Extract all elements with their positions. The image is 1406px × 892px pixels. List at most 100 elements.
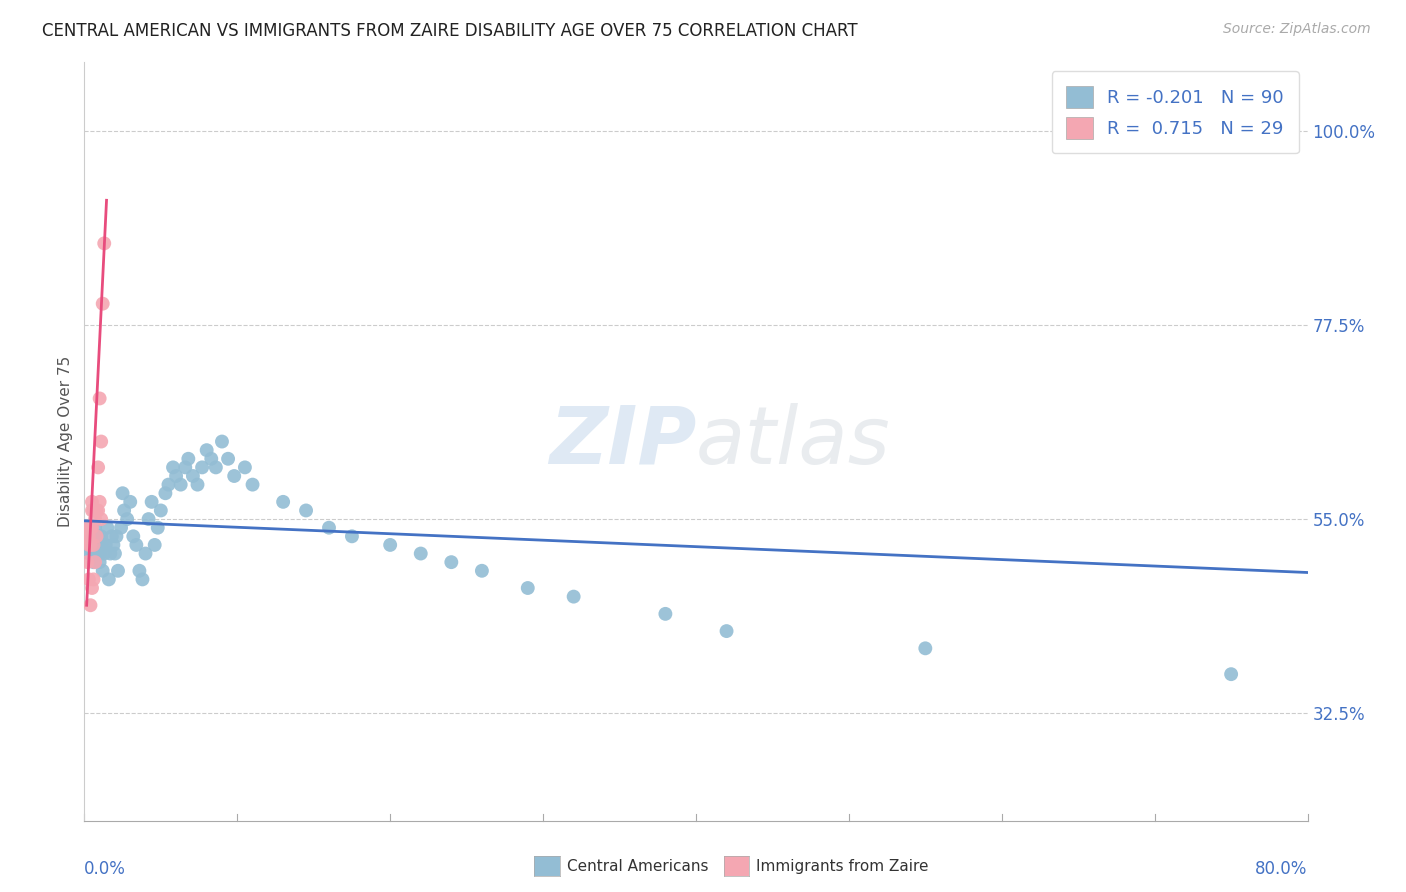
- Point: [83, 547, 105, 561]
- Point: [115, 512, 138, 526]
- Point: [77, 529, 100, 543]
- Point: [181, 469, 204, 483]
- Point: [654, 607, 676, 621]
- Point: [79, 521, 101, 535]
- Point: [409, 547, 432, 561]
- Point: [177, 451, 200, 466]
- Text: 0.0%: 0.0%: [84, 860, 127, 878]
- Point: [89, 555, 111, 569]
- Point: [79, 521, 101, 535]
- Point: [295, 503, 318, 517]
- Point: [135, 547, 157, 561]
- Point: [224, 469, 246, 483]
- Point: [84, 538, 107, 552]
- Point: [93, 236, 115, 251]
- Point: [80, 521, 103, 535]
- Point: [75, 529, 97, 543]
- Point: [79, 529, 101, 543]
- Point: [84, 555, 107, 569]
- Point: [91, 296, 114, 310]
- Point: [77, 521, 100, 535]
- Point: [77, 538, 100, 552]
- Point: [562, 590, 585, 604]
- Point: [87, 547, 110, 561]
- Point: [84, 547, 107, 561]
- Point: [79, 538, 101, 552]
- Point: [77, 538, 100, 552]
- Point: [233, 460, 256, 475]
- Point: [79, 538, 101, 552]
- Text: Source: ZipAtlas.com: Source: ZipAtlas.com: [1223, 22, 1371, 37]
- Point: [77, 573, 100, 587]
- Point: [86, 538, 108, 552]
- Point: [340, 529, 363, 543]
- Point: [80, 503, 103, 517]
- Legend: R = -0.201   N = 90, R =  0.715   N = 29: R = -0.201 N = 90, R = 0.715 N = 29: [1052, 71, 1299, 153]
- Text: atlas: atlas: [696, 402, 891, 481]
- Point: [716, 624, 738, 639]
- Point: [128, 564, 150, 578]
- Point: [89, 538, 111, 552]
- Point: [86, 503, 108, 517]
- Point: [217, 451, 239, 466]
- Point: [143, 538, 166, 552]
- Point: [87, 529, 110, 543]
- Point: [80, 529, 103, 543]
- Point: [79, 599, 101, 613]
- Point: [77, 529, 100, 543]
- Point: [89, 495, 111, 509]
- Point: [205, 460, 228, 475]
- Point: [87, 538, 110, 552]
- Point: [440, 555, 463, 569]
- Point: [141, 495, 163, 509]
- Point: [122, 529, 145, 543]
- Point: [80, 538, 103, 552]
- Point: [83, 503, 105, 517]
- Point: [149, 503, 172, 517]
- Point: [96, 521, 118, 535]
- Point: [94, 538, 117, 552]
- Point: [155, 486, 177, 500]
- Point: [174, 460, 197, 475]
- Point: [84, 512, 107, 526]
- Point: [107, 564, 129, 578]
- Point: [125, 538, 148, 552]
- Point: [90, 529, 112, 543]
- Point: [162, 460, 184, 475]
- Point: [90, 538, 112, 552]
- Point: [97, 573, 120, 587]
- Point: [87, 503, 110, 517]
- Point: [195, 443, 218, 458]
- Point: [111, 486, 134, 500]
- Point: [380, 538, 402, 552]
- Point: [138, 512, 160, 526]
- Point: [79, 529, 101, 543]
- Point: [86, 529, 108, 543]
- Point: [112, 503, 135, 517]
- Point: [120, 495, 142, 509]
- Point: [83, 538, 105, 552]
- Text: CENTRAL AMERICAN VS IMMIGRANTS FROM ZAIRE DISABILITY AGE OVER 75 CORRELATION CHA: CENTRAL AMERICAN VS IMMIGRANTS FROM ZAIR…: [42, 22, 858, 40]
- Point: [80, 581, 103, 595]
- Point: [76, 555, 98, 569]
- Point: [242, 477, 264, 491]
- Point: [80, 495, 103, 509]
- Point: [170, 477, 193, 491]
- Point: [131, 573, 153, 587]
- Point: [86, 538, 108, 552]
- Point: [89, 547, 111, 561]
- Point: [83, 573, 105, 587]
- Point: [471, 564, 494, 578]
- Point: [271, 495, 294, 509]
- Point: [98, 547, 121, 561]
- Point: [1220, 667, 1243, 681]
- Y-axis label: Disability Age Over 75: Disability Age Over 75: [58, 356, 73, 527]
- Point: [84, 521, 107, 535]
- Point: [86, 529, 108, 543]
- Point: [914, 641, 936, 656]
- Point: [165, 469, 187, 483]
- Text: ZIP: ZIP: [548, 402, 696, 481]
- Point: [110, 521, 132, 535]
- Point: [83, 538, 105, 552]
- Point: [211, 434, 233, 449]
